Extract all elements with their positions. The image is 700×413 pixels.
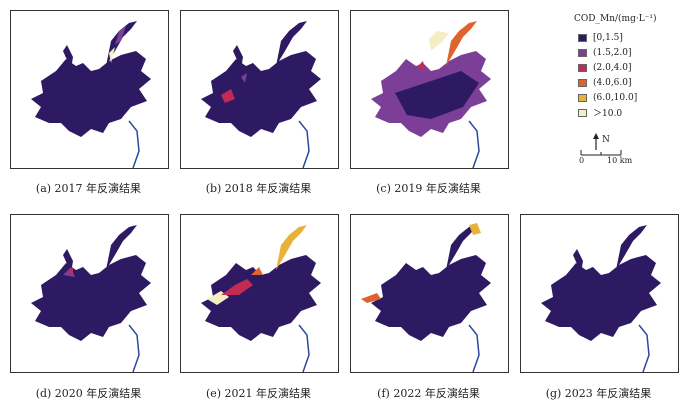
legend-item: (2.0,4.0]: [564, 60, 694, 75]
scale-end: 10 km: [607, 156, 633, 165]
north-label: N: [602, 135, 610, 145]
legend-item: (4.0,6.0]: [564, 75, 694, 90]
map-panel-2019: [350, 10, 509, 169]
map-panel-2018: [180, 10, 339, 169]
map-legend: COD_Mn/(mg·L⁻¹) [0,1.5] (1.5,2.0] (2.0,4…: [564, 14, 694, 120]
legend-label: (4.0,6.0]: [593, 77, 632, 88]
legend-item: (6.0,10.0]: [564, 90, 694, 105]
reservoir-map: [31, 225, 151, 372]
panel-caption: (f) 2022 年反演结果: [377, 387, 480, 400]
legend-label: (6.0,10.0]: [593, 92, 638, 103]
reservoir-map: [201, 21, 321, 168]
panel-caption: (d) 2020 年反演结果: [35, 387, 142, 400]
legend-swatch: [578, 33, 587, 42]
legend-label: [0,1.5]: [593, 32, 623, 43]
reservoir-map: [361, 223, 491, 372]
panel-caption: (c) 2019 年反演结果: [376, 182, 481, 195]
legend-item: ＞10.0: [564, 105, 694, 120]
scale-zero: 0: [579, 156, 585, 165]
panel-caption: (g) 2023 年反演结果: [545, 387, 652, 400]
map-panel-2023: [520, 214, 679, 373]
legend-swatch: [578, 63, 587, 72]
map-panel-2017: [10, 10, 169, 169]
reservoir-map: [371, 21, 491, 168]
panel-caption: (b) 2018 年反演结果: [205, 182, 312, 195]
legend-item: (1.5,2.0]: [564, 45, 694, 60]
legend-label: ＞10.0: [593, 109, 623, 119]
legend-item: [0,1.5]: [564, 30, 694, 45]
legend-swatch: [578, 93, 587, 102]
legend-label: (1.5,2.0]: [593, 47, 632, 58]
legend-title: COD_Mn/(mg·L⁻¹): [574, 14, 657, 24]
reservoir-map: [31, 21, 151, 168]
legend-swatch: [578, 48, 587, 57]
panel-caption: (e) 2021 年反演结果: [205, 387, 312, 400]
map-panel-2022: [350, 214, 509, 373]
reservoir-map: [541, 225, 661, 372]
legend-label: (2.0,4.0]: [593, 62, 632, 73]
map-panel-2021: [180, 214, 339, 373]
legend-swatch: [578, 108, 587, 117]
legend-swatch: [578, 78, 587, 87]
reservoir-map: [201, 225, 321, 372]
map-panel-2020: [10, 214, 169, 373]
north-arrow-icon: N: [591, 133, 611, 154]
panel-caption: (a) 2017 年反演结果: [35, 182, 142, 195]
